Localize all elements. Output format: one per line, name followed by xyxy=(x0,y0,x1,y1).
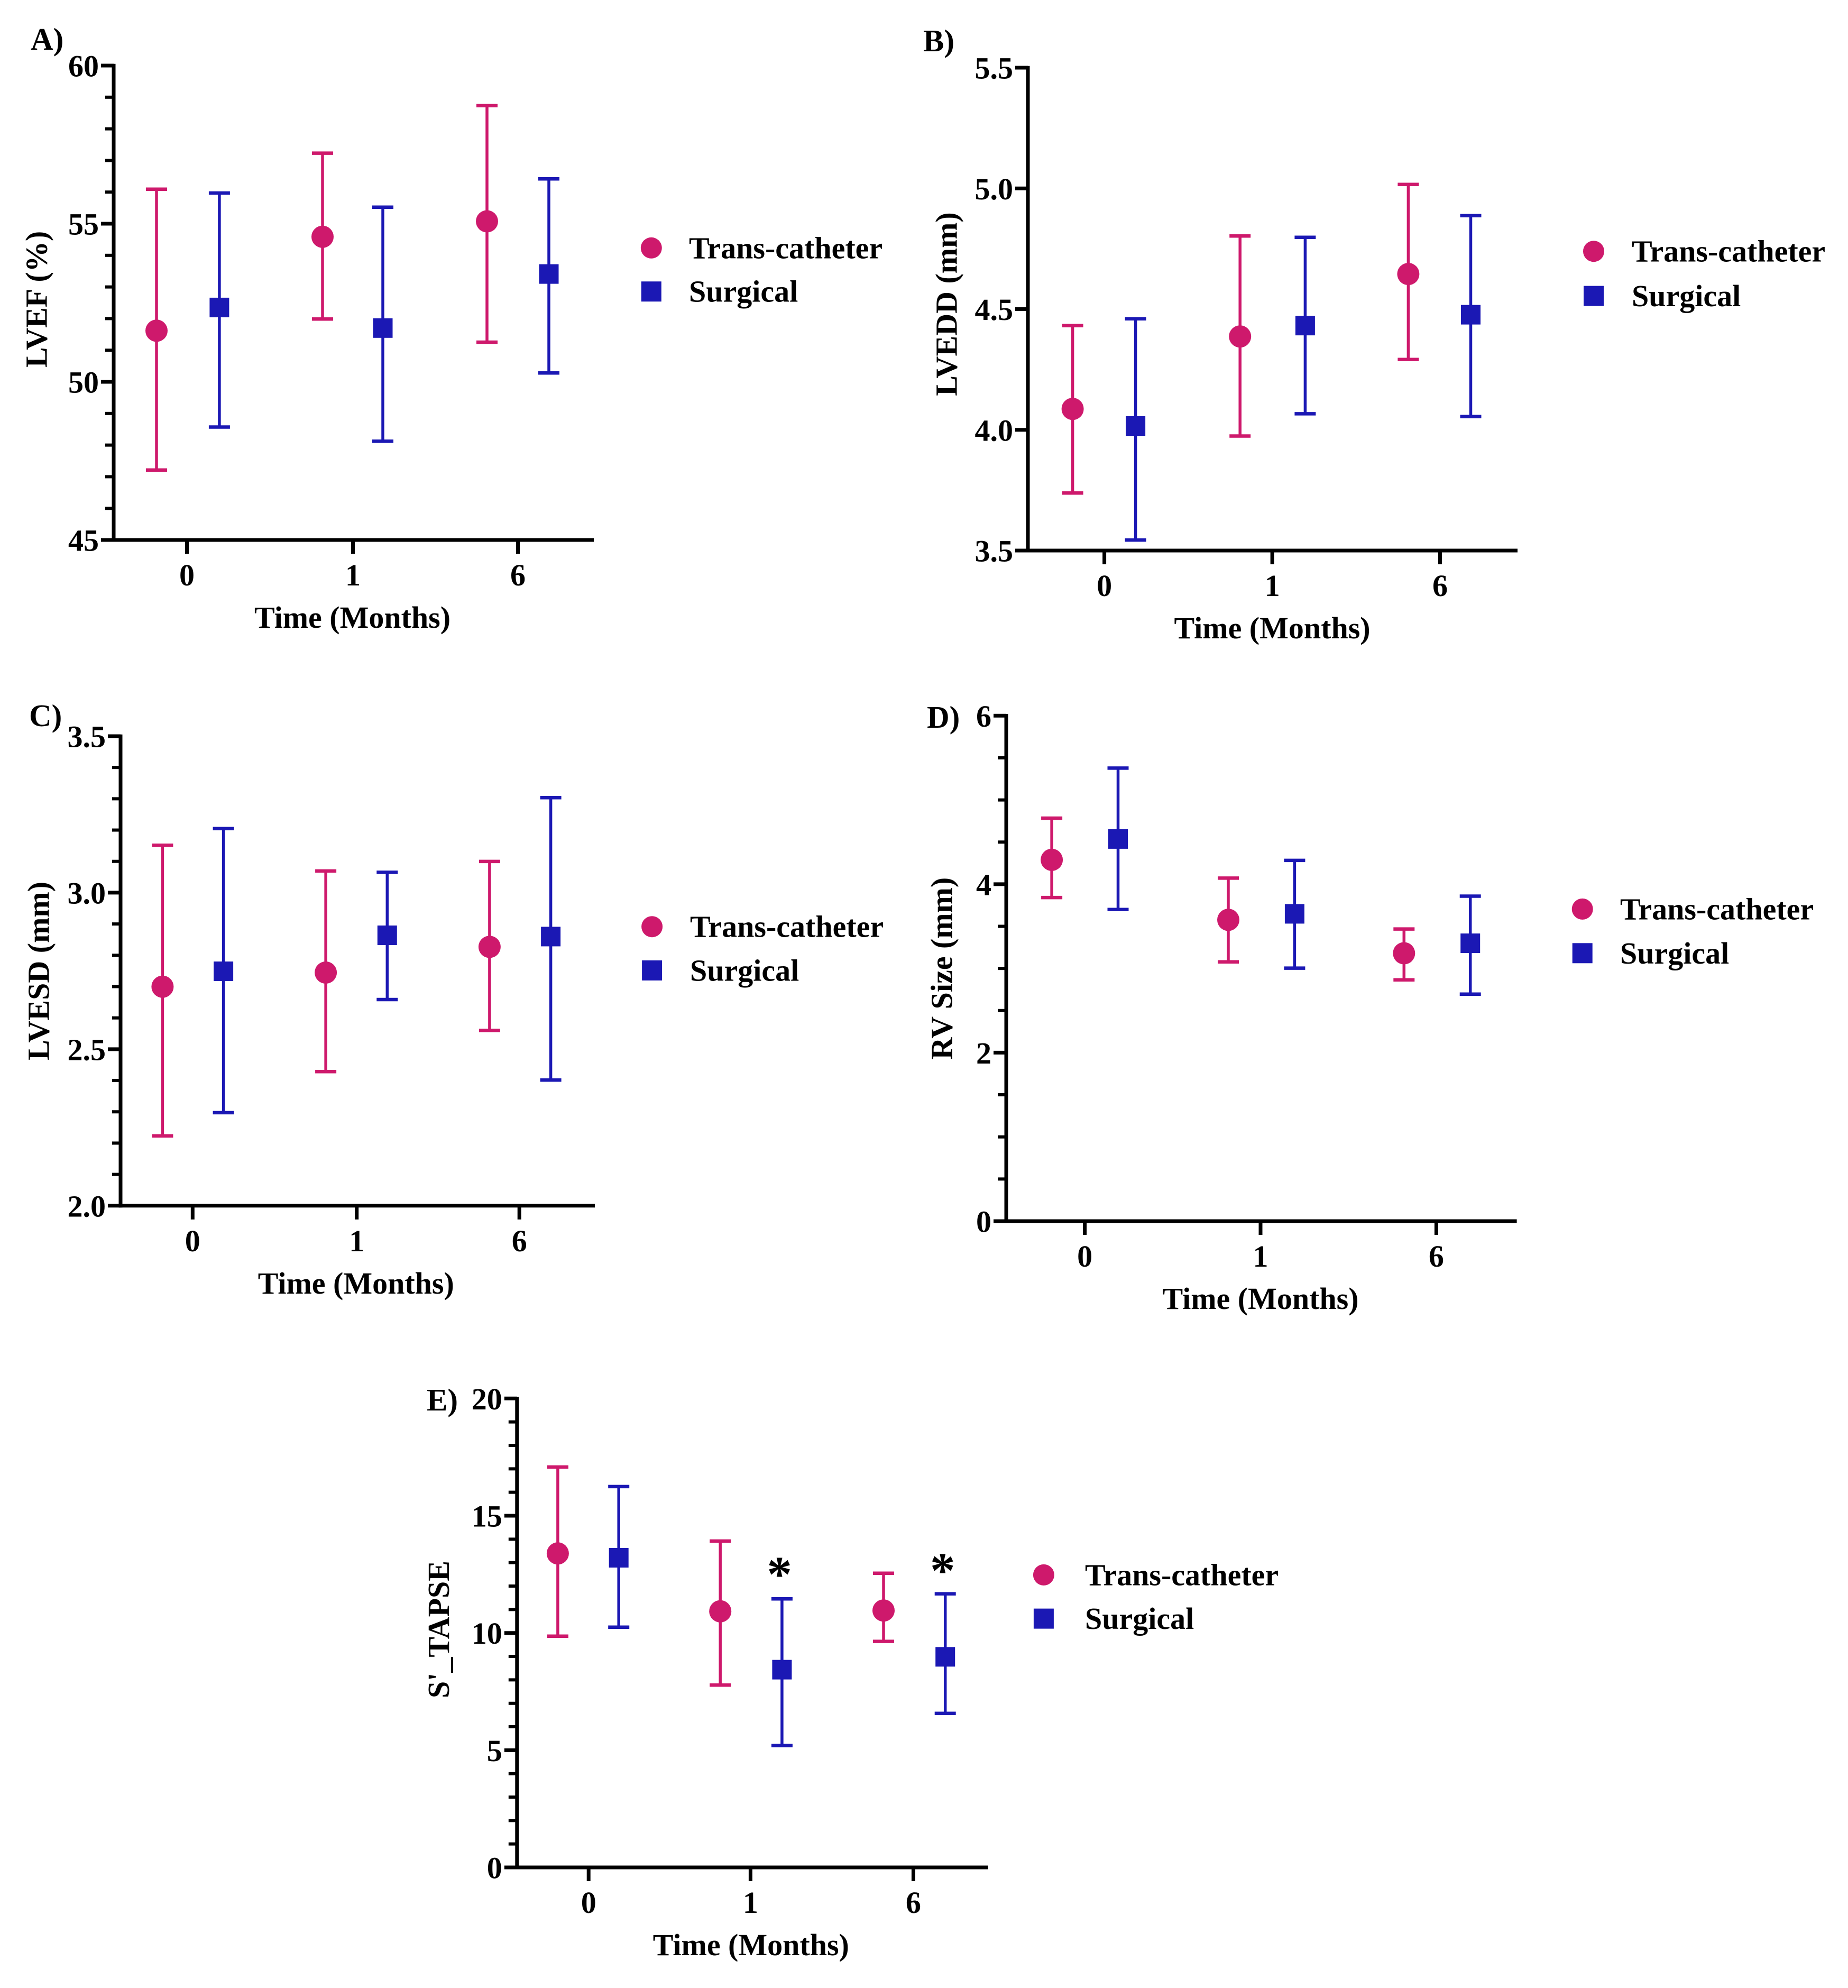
svg-text:4: 4 xyxy=(976,867,991,902)
svg-text:0: 0 xyxy=(976,1205,991,1239)
svg-text:5: 5 xyxy=(487,1734,502,1768)
svg-text:Trans-catheter: Trans-catheter xyxy=(1632,234,1825,269)
svg-text:5.5: 5.5 xyxy=(975,51,1014,86)
svg-text:LVEF (%): LVEF (%) xyxy=(20,231,54,368)
svg-text:1: 1 xyxy=(349,1224,364,1258)
svg-text:Trans-catheter: Trans-catheter xyxy=(689,231,882,265)
svg-text:3.0: 3.0 xyxy=(68,876,106,910)
svg-text:Time (Months): Time (Months) xyxy=(653,1928,849,1962)
svg-text:20: 20 xyxy=(472,1382,502,1416)
svg-text:Time (Months): Time (Months) xyxy=(1174,611,1371,645)
svg-text:Trans-catheter: Trans-catheter xyxy=(1620,892,1814,926)
svg-text:Surgical: Surgical xyxy=(1632,279,1741,313)
svg-text:B): B) xyxy=(923,23,954,58)
svg-text:Surgical: Surgical xyxy=(689,274,798,309)
svg-text:S'_TAPSE: S'_TAPSE xyxy=(421,1561,456,1698)
svg-text:3.5: 3.5 xyxy=(68,720,106,754)
svg-text:45: 45 xyxy=(68,524,99,558)
svg-text:60: 60 xyxy=(68,49,99,84)
svg-text:1: 1 xyxy=(743,1885,758,1920)
svg-text:6: 6 xyxy=(906,1885,921,1920)
svg-text:Time (Months): Time (Months) xyxy=(258,1266,454,1300)
svg-text:Surgical: Surgical xyxy=(690,953,799,987)
svg-text:0: 0 xyxy=(179,558,195,592)
svg-text:10: 10 xyxy=(472,1616,502,1651)
svg-text:LVEDD (mm): LVEDD (mm) xyxy=(930,212,964,396)
svg-text:D): D) xyxy=(927,700,960,735)
svg-text:2: 2 xyxy=(976,1036,991,1070)
svg-text:1: 1 xyxy=(345,558,361,592)
svg-text:Surgical: Surgical xyxy=(1620,936,1729,970)
svg-text:1: 1 xyxy=(1253,1239,1268,1274)
svg-text:Time (Months): Time (Months) xyxy=(254,600,450,635)
svg-text:6: 6 xyxy=(976,699,991,734)
svg-text:*: * xyxy=(930,1542,955,1598)
svg-text:5.0: 5.0 xyxy=(975,172,1014,206)
svg-text:0: 0 xyxy=(581,1885,596,1920)
svg-text:RV Size (mm): RV Size (mm) xyxy=(924,877,959,1060)
svg-text:0: 0 xyxy=(487,1851,502,1885)
svg-text:15: 15 xyxy=(472,1499,502,1534)
svg-text:Trans-catheter: Trans-catheter xyxy=(690,910,884,944)
svg-text:0: 0 xyxy=(1077,1239,1092,1274)
svg-text:4.5: 4.5 xyxy=(975,292,1014,327)
svg-text:6: 6 xyxy=(510,558,526,592)
svg-text:6: 6 xyxy=(1429,1239,1444,1274)
svg-text:0: 0 xyxy=(1097,569,1112,603)
svg-text:6: 6 xyxy=(512,1224,527,1258)
svg-text:Time (Months): Time (Months) xyxy=(1162,1281,1358,1316)
svg-text:LVESD (mm): LVESD (mm) xyxy=(22,882,56,1060)
svg-text:0: 0 xyxy=(185,1224,200,1258)
svg-text:Trans-catheter: Trans-catheter xyxy=(1085,1558,1279,1592)
svg-text:1: 1 xyxy=(1265,569,1280,603)
svg-text:55: 55 xyxy=(68,207,99,242)
svg-text:C): C) xyxy=(29,698,62,733)
svg-text:2.5: 2.5 xyxy=(68,1032,106,1067)
svg-text:6: 6 xyxy=(1432,569,1448,603)
svg-text:E): E) xyxy=(427,1382,458,1417)
svg-text:2.0: 2.0 xyxy=(68,1189,106,1223)
svg-text:A): A) xyxy=(31,22,63,57)
svg-text:4.0: 4.0 xyxy=(975,413,1014,447)
svg-text:Surgical: Surgical xyxy=(1085,1601,1194,1636)
svg-text:50: 50 xyxy=(68,365,99,400)
svg-text:*: * xyxy=(767,1546,792,1602)
svg-text:3.5: 3.5 xyxy=(975,534,1014,569)
